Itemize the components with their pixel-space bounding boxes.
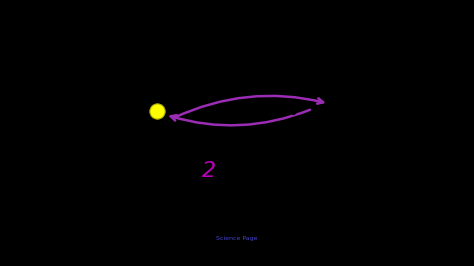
Text: Science Page: Science Page — [216, 236, 258, 242]
Text: then the line that contains the points: then the line that contains the points — [66, 192, 339, 207]
Text: M: M — [375, 73, 393, 91]
Text: points in a plane,: points in a plane, — [243, 172, 374, 186]
Text: 2: 2 — [202, 161, 216, 181]
Text: B: B — [288, 118, 298, 133]
Text: If there are: If there are — [66, 172, 152, 186]
Text: A: A — [200, 122, 210, 137]
Text: .: . — [402, 217, 406, 227]
